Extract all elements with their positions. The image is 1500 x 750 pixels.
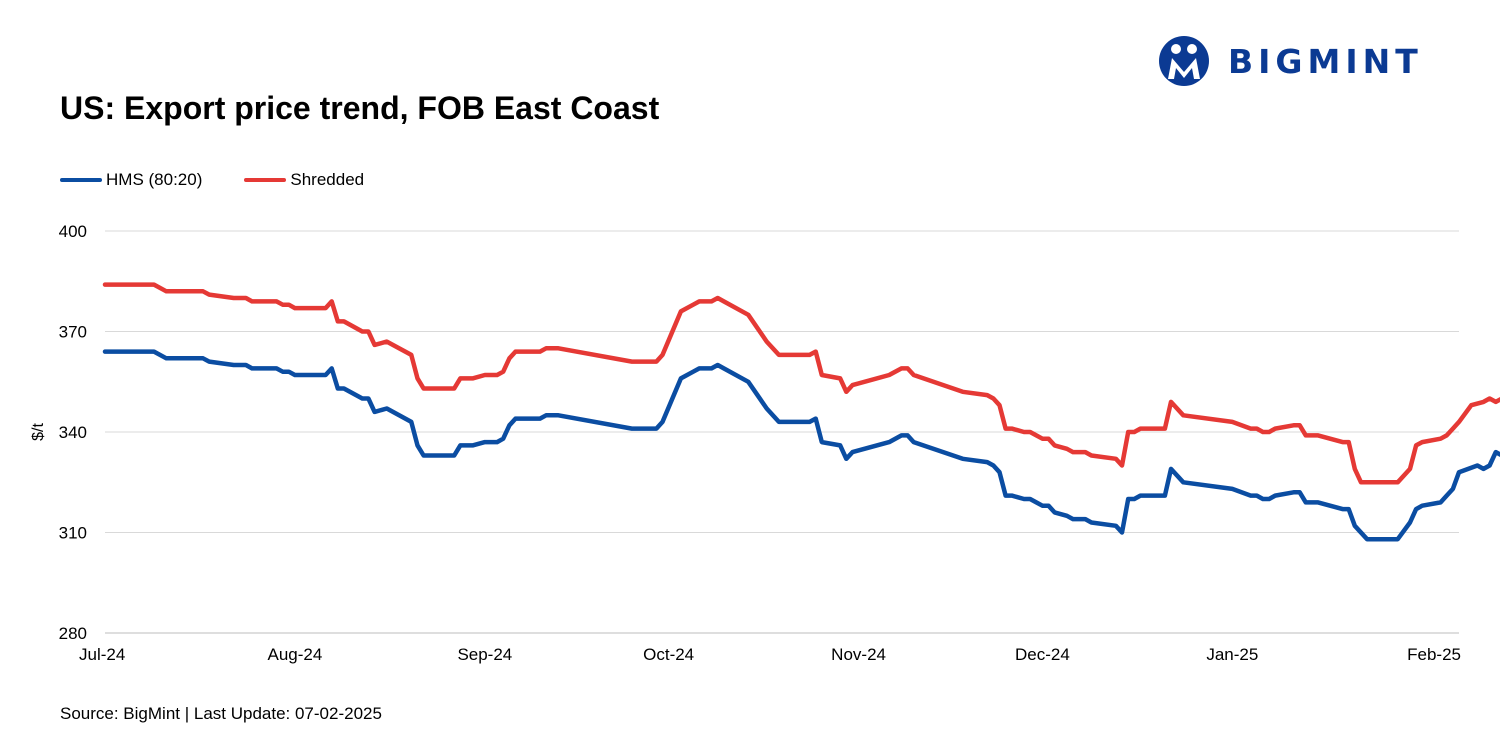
series-line-hms-80-20- xyxy=(102,349,1500,542)
bigmint-logo: BIGMINT xyxy=(1156,34,1456,90)
legend-item-shredded: Shredded xyxy=(244,170,364,190)
y-axis-label: $/t xyxy=(30,423,47,441)
x-tick-label: Jul-24 xyxy=(79,645,125,664)
legend-item-hms: HMS (80:20) xyxy=(60,170,202,190)
x-tick-label: Oct-24 xyxy=(643,645,694,664)
x-tick-label: Aug-24 xyxy=(268,645,323,664)
x-tick-label: Sep-24 xyxy=(457,645,512,664)
brand-name: BIGMINT xyxy=(1228,42,1423,81)
chart-title: US: Export price trend, FOB East Coast xyxy=(60,90,660,126)
y-tick-label: 370 xyxy=(59,323,87,342)
legend-label-shredded: Shredded xyxy=(290,170,365,189)
legend-label-hms: HMS (80:20) xyxy=(106,170,203,189)
x-tick-label: Feb-25 xyxy=(1407,645,1461,664)
legend-swatch-shredded xyxy=(244,178,287,182)
x-tick-label: Jan-25 xyxy=(1206,645,1258,664)
y-tick-label: 310 xyxy=(59,524,87,543)
y-tick-label: 280 xyxy=(59,624,87,643)
bigmint-emblem-icon xyxy=(1159,36,1209,86)
x-tick-label: Nov-24 xyxy=(831,645,886,664)
legend-swatch-hms xyxy=(60,178,102,182)
x-tick-label: Dec-24 xyxy=(1015,645,1070,664)
legend: HMS (80:20) Shredded xyxy=(60,169,406,191)
y-tick-label: 340 xyxy=(59,423,87,442)
series-line-shredded xyxy=(102,282,1500,485)
source-note: Source: BigMint | Last Update: 07-02-202… xyxy=(60,704,382,723)
y-tick-label: 400 xyxy=(59,222,87,241)
